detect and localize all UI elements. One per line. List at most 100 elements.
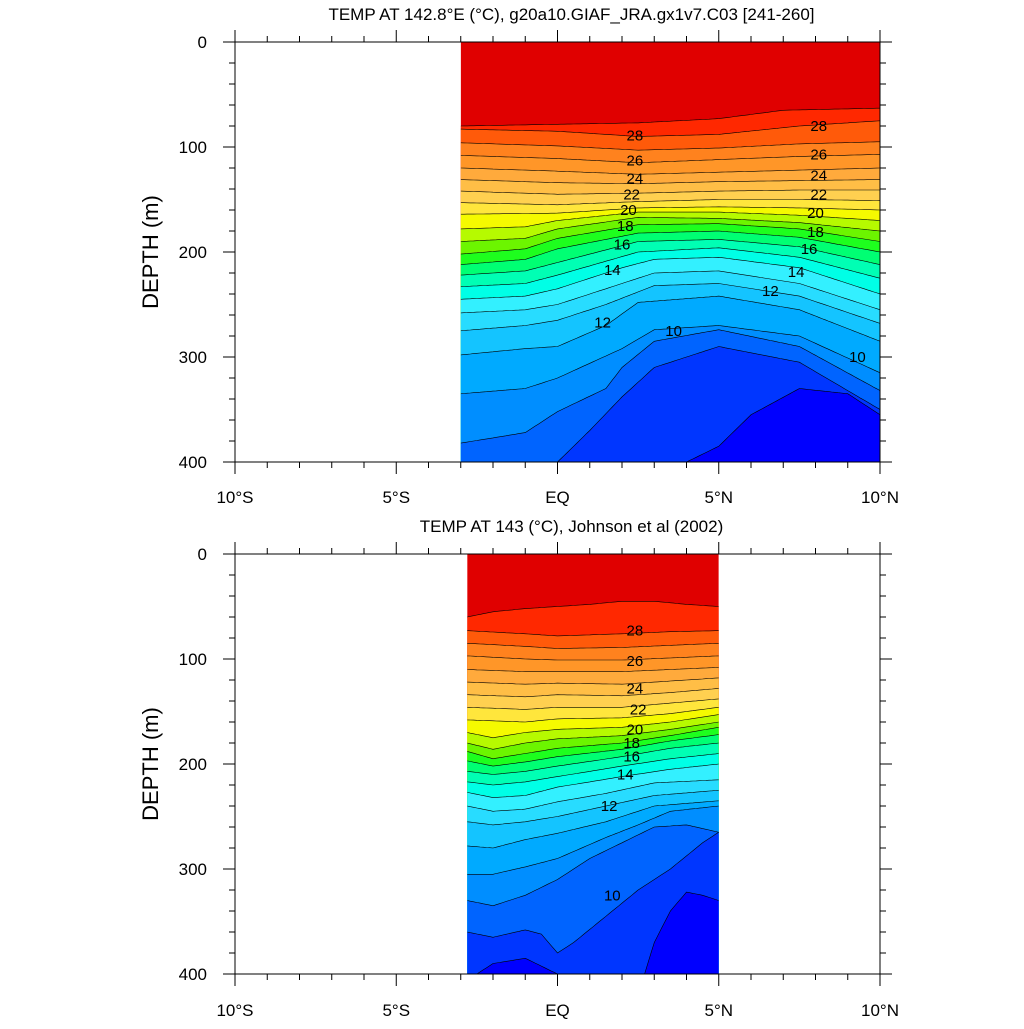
- chart-title: TEMP AT 143 (°C), Johnson et al (2002): [420, 517, 724, 536]
- x-tick-label: 5°N: [704, 1001, 733, 1020]
- y-tick-label: 300: [179, 860, 207, 879]
- isotherm-9: [460, 329, 880, 444]
- isotherm-19: [460, 216, 880, 242]
- isotherm-14: [460, 256, 880, 300]
- contour-label: 12: [762, 283, 779, 300]
- contour-label: 14: [617, 767, 634, 784]
- contour-label: 10: [849, 349, 866, 366]
- isotherm-15: [460, 247, 880, 287]
- contour-label: 18: [623, 735, 640, 752]
- y-tick-label: 400: [179, 965, 207, 984]
- contour-label: 16: [614, 237, 631, 254]
- y-tick-label: 300: [179, 348, 207, 367]
- contour-label: 16: [623, 749, 640, 766]
- isotherm-19: [467, 721, 719, 750]
- contour-label: 22: [810, 186, 827, 203]
- y-tick-label: 100: [179, 650, 207, 669]
- contour-label: 26: [627, 653, 644, 670]
- contour-label: 20: [807, 205, 824, 222]
- isotherm-10: [460, 325, 880, 395]
- isotherm-12: [467, 790, 719, 826]
- isotherm-7: [686, 388, 880, 462]
- isotherm-23: [460, 189, 880, 195]
- x-tick-label: 10°S: [216, 1001, 253, 1020]
- chart-title: TEMP AT 142.8°E (°C), g20a10.GIAF_JRA.gx…: [328, 5, 814, 24]
- x-tick-label: 10°N: [861, 1001, 899, 1020]
- isotherm-27: [467, 643, 719, 649]
- temperature-field: [460, 42, 880, 462]
- isotherm-16: [467, 742, 719, 775]
- contour-label: 20: [620, 202, 637, 219]
- isotherm-14: [467, 763, 719, 798]
- contour-label: 28: [627, 623, 644, 640]
- isotherm-21: [460, 206, 880, 215]
- isotherm-24: [467, 677, 719, 685]
- contour-label: 28: [810, 118, 827, 135]
- contour-label: 12: [601, 798, 618, 815]
- isotherm-9: [467, 824, 719, 907]
- isotherm-6.5: [644, 891, 719, 974]
- isotherm-7: [476, 957, 558, 974]
- isotherm-24: [460, 179, 880, 185]
- x-tick-label: EQ: [545, 1001, 570, 1020]
- contour-label: 10: [604, 887, 621, 904]
- contour-label: 22: [623, 186, 640, 203]
- band-6.5: [467, 958, 719, 974]
- isotherm-28: [460, 120, 880, 137]
- y-tick-label: 400: [179, 453, 207, 472]
- isotherm-21: [467, 707, 719, 723]
- isotherm-25: [467, 667, 719, 672]
- temperature-field: [467, 554, 719, 974]
- isotherm-29: [467, 601, 719, 618]
- x-tick-label: 5°S: [382, 488, 410, 507]
- isotherm-18: [460, 223, 880, 255]
- x-tick-label: 5°N: [704, 488, 733, 507]
- contour-label: 14: [604, 262, 621, 279]
- band-6: [460, 388, 880, 462]
- isotherm-11: [467, 800, 719, 849]
- contour-label: 16: [801, 241, 818, 258]
- contour-label: 18: [617, 218, 634, 235]
- isotherm-17: [467, 734, 719, 767]
- isotherm-12: [460, 283, 880, 332]
- isotherm-25: [460, 167, 880, 175]
- contour-label: 12: [594, 314, 611, 331]
- band-5.5: [467, 892, 719, 974]
- isotherm-8: [467, 832, 719, 954]
- y-tick-label: 100: [179, 138, 207, 157]
- band-7: [467, 832, 719, 974]
- isotherm-27: [460, 141, 880, 151]
- contour-label: 24: [810, 167, 827, 184]
- x-tick-label: EQ: [545, 488, 570, 507]
- isotherm-10: [467, 805, 719, 875]
- y-tick-label: 0: [198, 545, 207, 564]
- y-axis-label: DEPTH (m): [138, 707, 163, 821]
- y-tick-label: 200: [179, 243, 207, 262]
- x-tick-label: 10°N: [861, 488, 899, 507]
- contour-label: 22: [630, 701, 647, 718]
- isotherm-23: [467, 688, 719, 698]
- contour-label: 20: [627, 721, 644, 738]
- isotherm-17: [460, 230, 880, 265]
- isotherm-26: [467, 655, 719, 661]
- isotherm-13: [467, 779, 719, 812]
- contour-label: 24: [627, 171, 644, 188]
- isotherm-22: [467, 698, 719, 710]
- isotherm-29: [460, 107, 880, 127]
- isotherm-26: [460, 154, 880, 164]
- isotherm-20: [460, 211, 880, 230]
- y-tick-label: 0: [198, 33, 207, 52]
- y-axis-label: DEPTH (m): [138, 195, 163, 309]
- isotherm-28: [467, 630, 719, 637]
- contour-label: 26: [627, 153, 644, 170]
- y-tick-label: 200: [179, 755, 207, 774]
- isotherm-15: [467, 753, 719, 786]
- contour-label: 26: [810, 146, 827, 163]
- contour-label: 18: [807, 224, 824, 241]
- isotherm-16: [460, 239, 880, 276]
- contour-label: 28: [627, 127, 644, 144]
